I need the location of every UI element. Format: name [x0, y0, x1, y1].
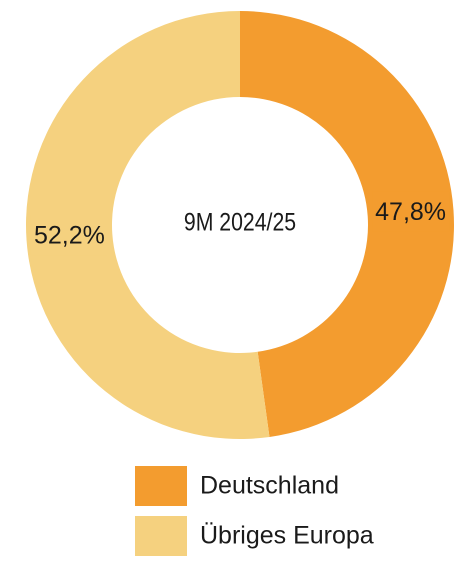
legend-swatch	[135, 466, 187, 506]
value-label-box	[30, 215, 108, 256]
legend-swatch	[135, 516, 187, 556]
donut-slice	[25, 11, 270, 440]
legend-label: Deutschland	[200, 472, 339, 500]
donut-slice	[240, 11, 454, 437]
value-label: 47,8%	[375, 198, 446, 226]
center-label: 9M 2024/25	[184, 208, 296, 236]
value-label: 52,2%	[34, 221, 105, 249]
value-label-box	[372, 191, 450, 232]
legend-label: Übriges Europa	[200, 522, 374, 550]
